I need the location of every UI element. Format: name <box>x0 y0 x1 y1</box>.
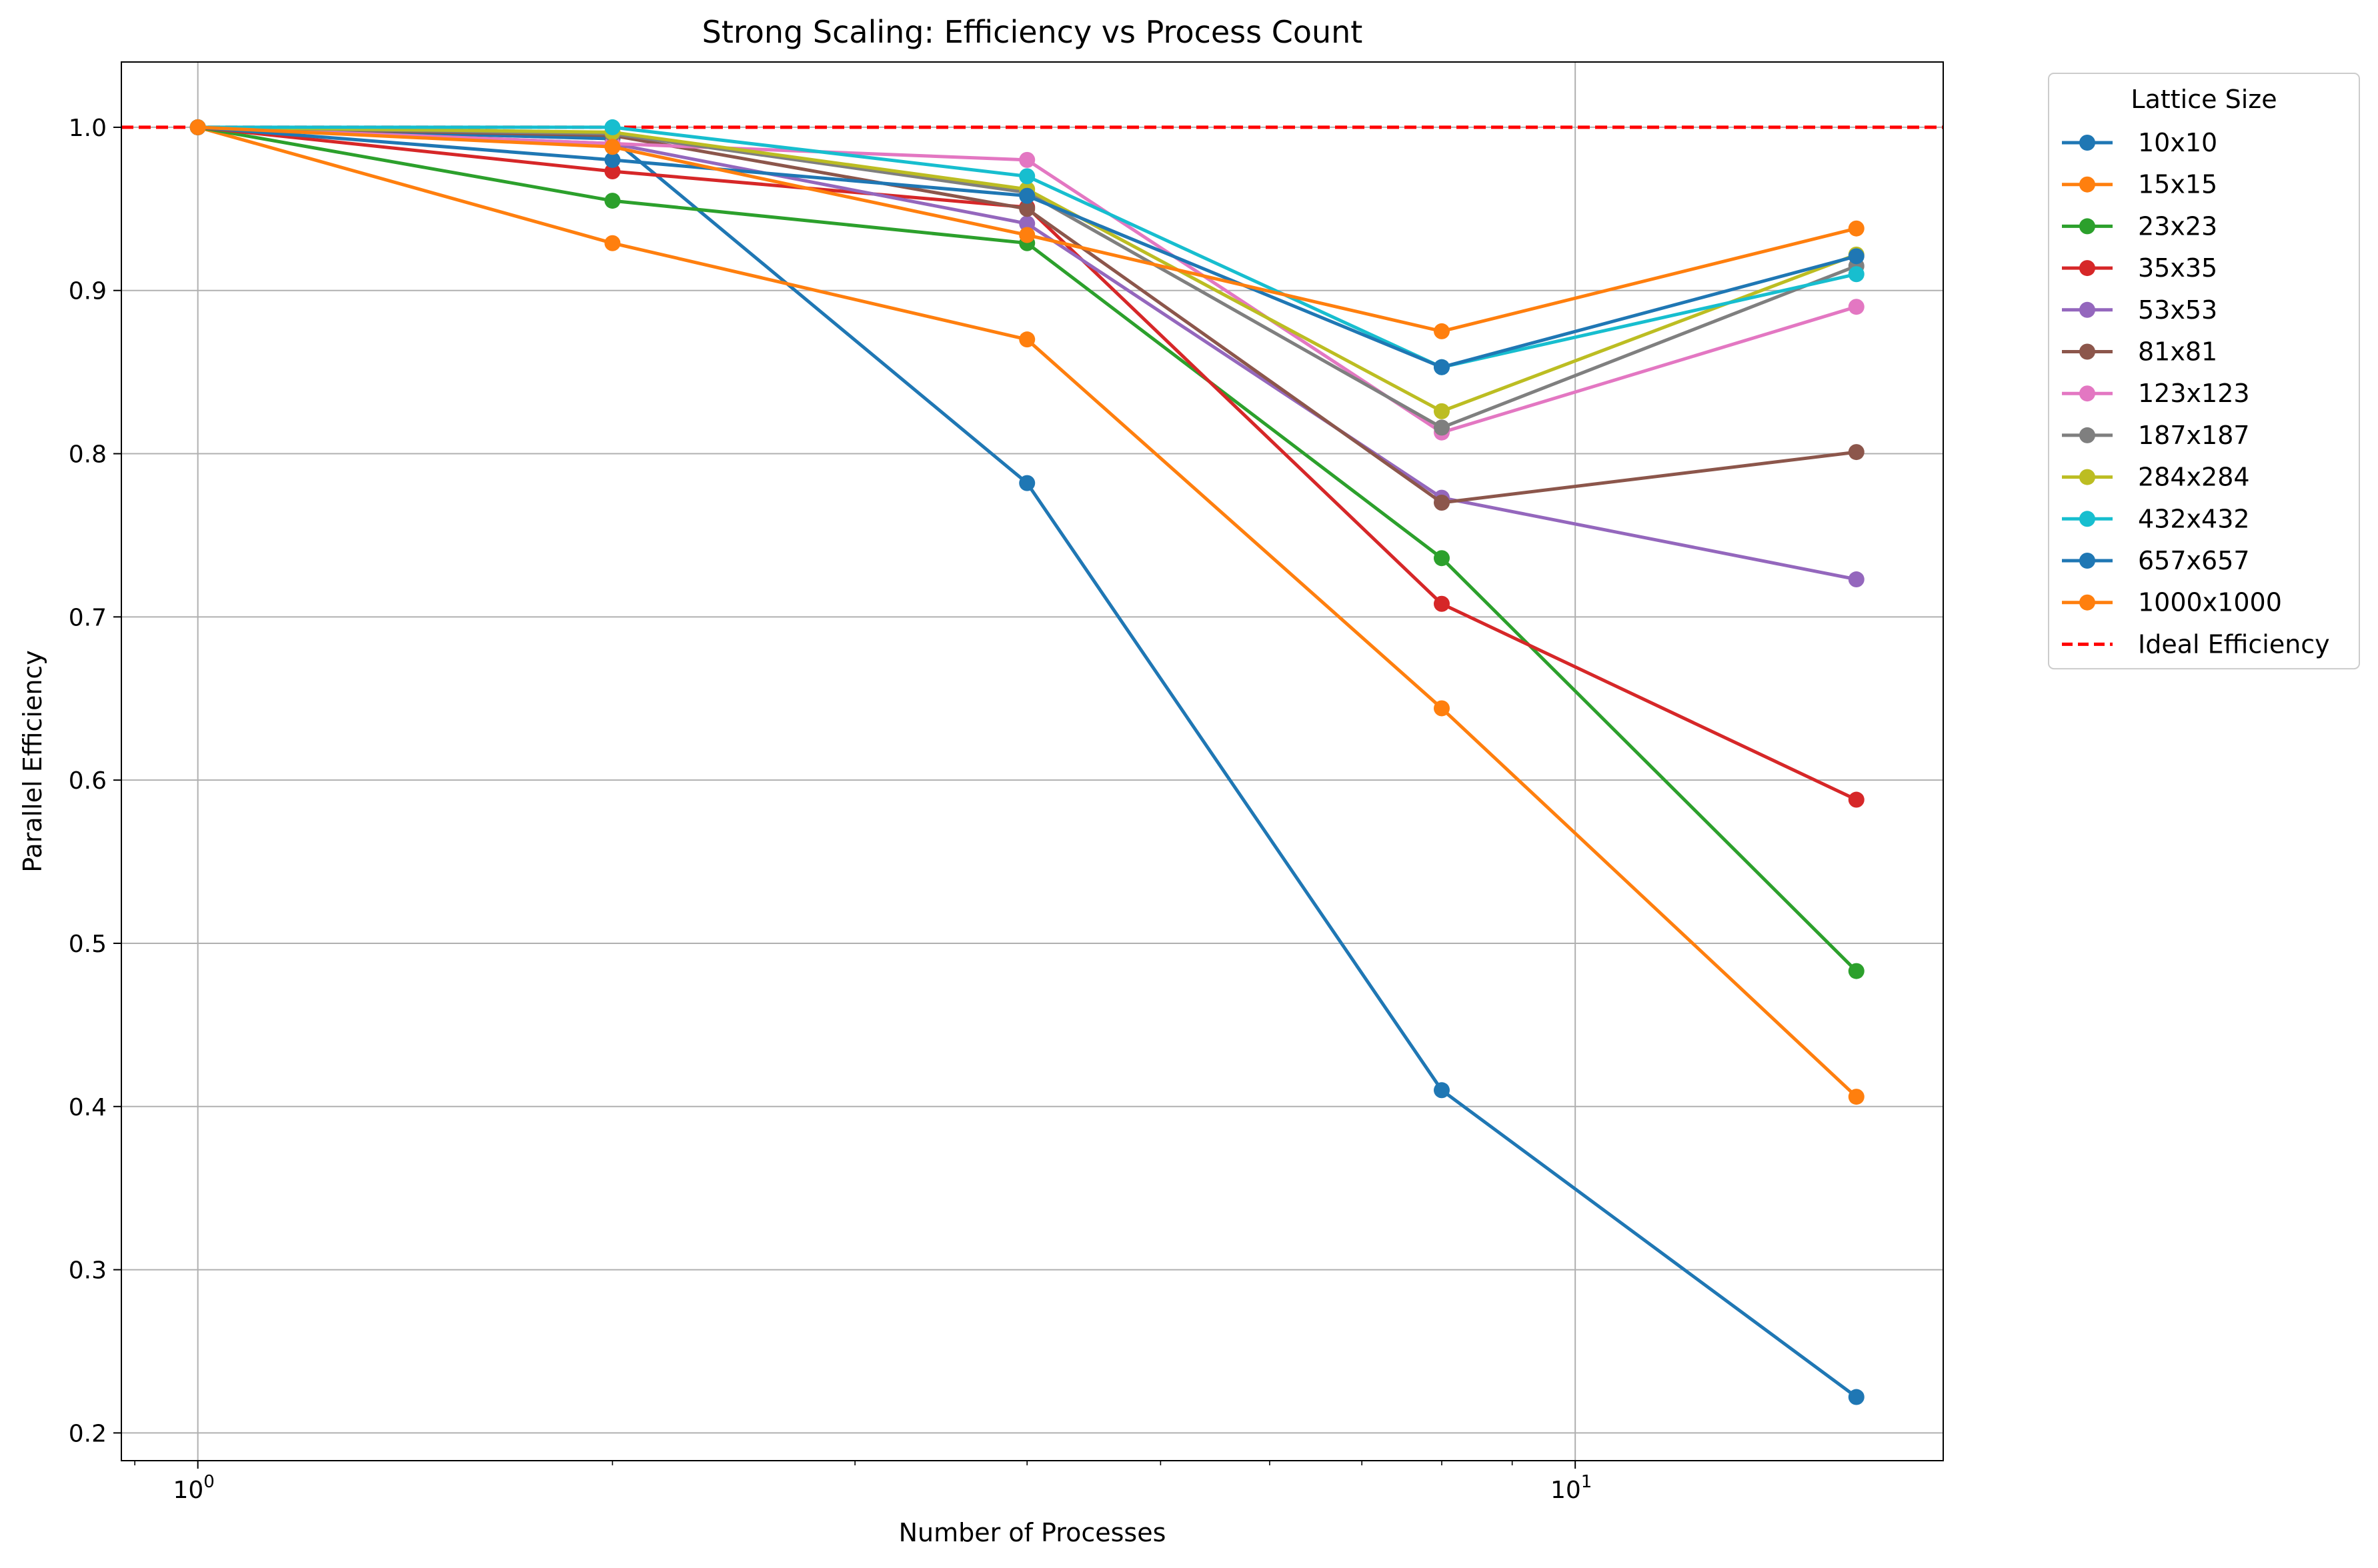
data-point <box>1848 299 1865 315</box>
y-tick-label: 0.7 <box>69 604 107 631</box>
legend-swatch-marker <box>2079 301 2095 318</box>
series-1000x1000 <box>189 119 1865 339</box>
legend-entry: 23x23 <box>2062 211 2217 241</box>
legend: Lattice Size 10x10 15x15 23x23 35x35 53x53 81x… <box>2048 73 2360 670</box>
legend-swatch-marker <box>2079 594 2095 611</box>
y-tick-label: 0.6 <box>69 767 107 795</box>
data-point <box>1433 359 1450 375</box>
y-tick-label: 0.2 <box>69 1420 107 1447</box>
data-point <box>1848 266 1865 283</box>
y-tick-label: 0.5 <box>69 931 107 958</box>
legend-label: 15x15 <box>2138 170 2217 199</box>
y-tick-label: 0.9 <box>69 278 107 305</box>
legend-label: 657x657 <box>2138 546 2250 575</box>
legend-label: 123x123 <box>2138 379 2250 408</box>
legend-swatch-marker <box>2079 553 2095 569</box>
legend-swatch-marker <box>2079 176 2095 193</box>
x-tick-label: 100 <box>173 1472 214 1504</box>
legend-entry: 432x432 <box>2062 504 2250 533</box>
data-point <box>1019 331 1036 348</box>
legend-label: 81x81 <box>2138 337 2217 367</box>
data-point <box>604 139 621 155</box>
data-point <box>1848 444 1865 461</box>
legend-entry: 10x10 <box>2062 128 2217 157</box>
legend-entry: 187x187 <box>2062 421 2250 450</box>
x-tick-label: 101 <box>1550 1472 1592 1504</box>
y-tick-label: 0.3 <box>69 1257 107 1285</box>
legend-swatch-marker <box>2079 511 2095 527</box>
legend-entry: 15x15 <box>2062 170 2217 199</box>
data-point <box>1433 700 1450 717</box>
data-point <box>604 163 621 180</box>
data-point <box>604 235 621 251</box>
legend-label: 10x10 <box>2138 128 2217 157</box>
legend-label: 1000x1000 <box>2138 588 2282 617</box>
data-point <box>1433 550 1450 567</box>
data-point <box>604 119 621 135</box>
data-point <box>1433 419 1450 436</box>
data-point <box>1019 187 1036 204</box>
legend-entry: 81x81 <box>2062 337 2217 367</box>
legend-swatch-marker <box>2079 135 2095 151</box>
legend-entry: 284x284 <box>2062 463 2250 492</box>
ticks: 0.2 0.3 0.4 0.5 0.6 0.7 0.8 0.9 1.0 100 101 <box>69 115 1592 1504</box>
legend-swatch-marker <box>2079 427 2095 443</box>
legend-label: 284x284 <box>2138 463 2250 492</box>
legend-label: 35x35 <box>2138 253 2217 283</box>
plot-frame <box>121 61 1944 1461</box>
data-point <box>1019 151 1036 168</box>
data-point <box>604 193 621 209</box>
data-point <box>1019 201 1036 217</box>
data-point <box>1019 215 1036 232</box>
data-point <box>1848 791 1865 808</box>
legend-swatch-marker <box>2079 343 2095 360</box>
legend-entry: 53x53 <box>2062 295 2217 325</box>
series-group <box>189 119 1865 1405</box>
legend-swatch-marker <box>2079 260 2095 277</box>
x-axis-label: Number of Processes <box>899 1518 1166 1547</box>
legend-swatch-marker <box>2079 218 2095 235</box>
data-point <box>189 119 206 135</box>
legend-title: Lattice Size <box>2131 85 2277 114</box>
legend-entry: Ideal Efficiency <box>2062 629 2330 659</box>
data-point <box>1019 168 1036 185</box>
legend-entry: 1000x1000 <box>2062 588 2282 617</box>
legend-entry: 35x35 <box>2062 253 2217 283</box>
data-point <box>1848 220 1865 237</box>
data-point <box>1848 248 1865 265</box>
data-point <box>1433 323 1450 339</box>
legend-label: Ideal Efficiency <box>2138 629 2330 659</box>
legend-label: 187x187 <box>2138 421 2250 450</box>
legend-entry: 657x657 <box>2062 546 2250 575</box>
data-point <box>1433 595 1450 612</box>
legend-swatch-marker <box>2079 469 2095 485</box>
legend-label: 23x23 <box>2138 211 2217 241</box>
chart-title: Strong Scaling: Efficiency vs Process Co… <box>702 14 1363 50</box>
data-point <box>1848 1389 1865 1405</box>
y-tick-label: 1.0 <box>69 115 107 142</box>
data-point <box>1433 494 1450 511</box>
data-point <box>604 151 621 168</box>
y-tick-label: 0.8 <box>69 441 107 469</box>
legend-swatch-marker <box>2079 385 2095 402</box>
legend-box <box>2048 73 2360 670</box>
data-point <box>1433 1082 1450 1099</box>
data-point <box>1848 963 1865 979</box>
data-point <box>1019 227 1036 243</box>
data-point <box>1848 571 1865 588</box>
data-point <box>1019 475 1036 491</box>
y-tick-label: 0.4 <box>69 1094 107 1121</box>
series-657x657 <box>189 119 1865 375</box>
data-point <box>1433 403 1450 419</box>
y-axis-label: Parallel Efficiency <box>18 650 47 873</box>
legend-label: 432x432 <box>2138 504 2250 533</box>
data-point <box>1848 1089 1865 1105</box>
legend-entry: 123x123 <box>2062 379 2250 408</box>
legend-label: 53x53 <box>2138 295 2217 325</box>
